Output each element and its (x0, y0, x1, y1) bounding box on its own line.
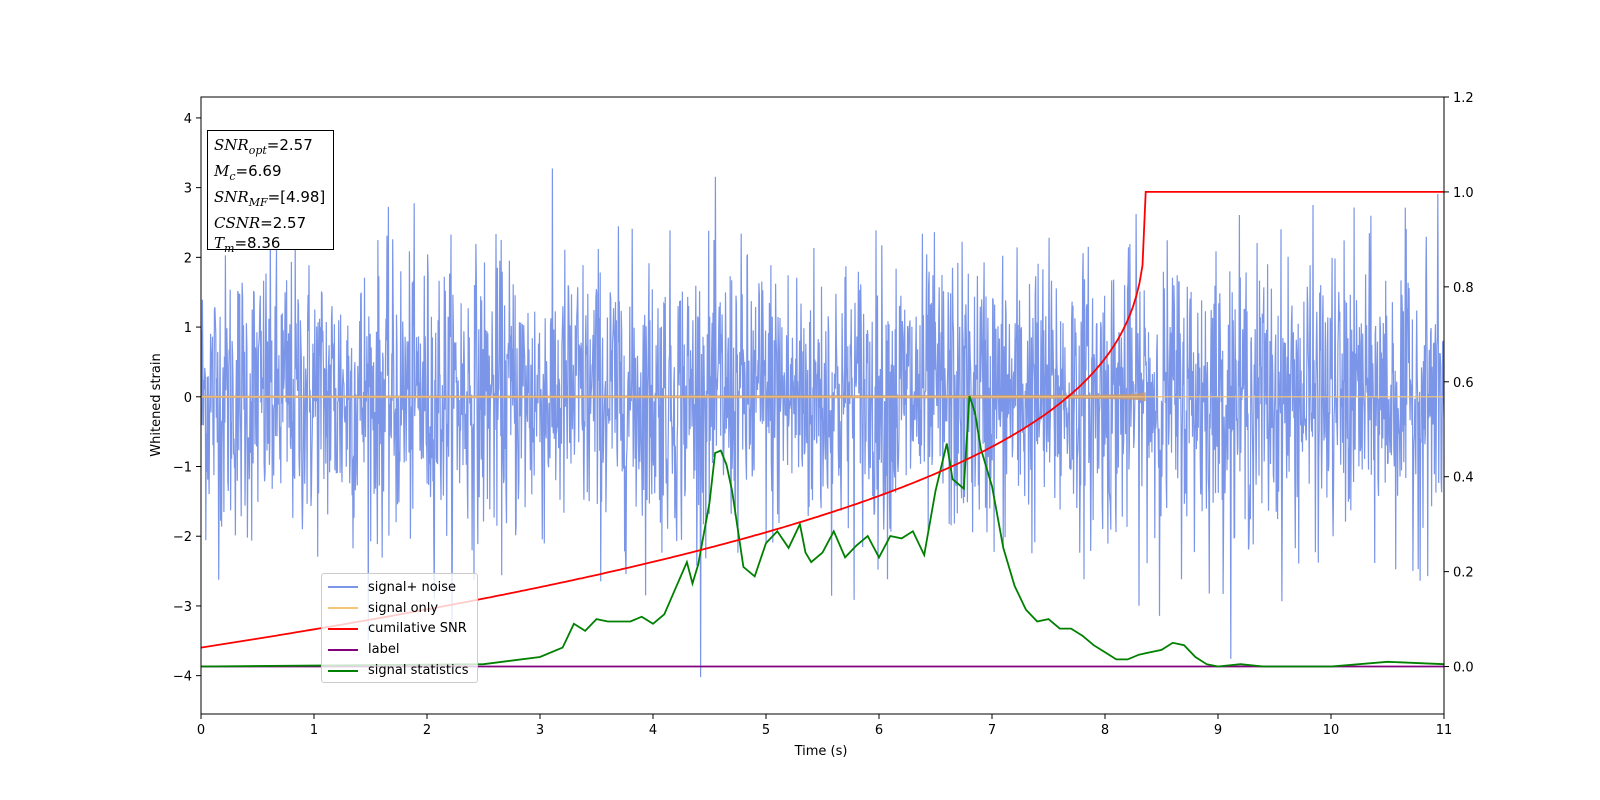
mc-subscript: c (229, 170, 236, 183)
series-signal-statistics (201, 395, 1444, 668)
y-left-tick-label: 1 (184, 321, 192, 336)
x-tick-label: 5 (762, 723, 770, 738)
csnr-symbol: CSNR (214, 214, 261, 232)
legend-label: signal only (368, 600, 439, 616)
y-right-tick-label: 0.0 (1453, 661, 1474, 676)
plot-frame (200, 96, 1445, 715)
y-right-tick-label: 0.2 (1453, 566, 1474, 581)
tm-symbol: T (214, 234, 225, 252)
snr-mf-subscript: MF (248, 196, 268, 209)
legend-swatch (328, 669, 358, 672)
x-tick-label: 11 (1436, 723, 1453, 738)
x-tick-label: 3 (536, 723, 544, 738)
y-left-tick-label: 3 (184, 182, 192, 197)
y-right-tick-label: 0.4 (1453, 471, 1474, 486)
snr-opt-symbol: SNR (214, 136, 249, 154)
y-left-tick-label: 0 (184, 391, 192, 406)
legend-swatch (328, 586, 358, 589)
y-left-tick-label: −4 (173, 670, 192, 685)
x-tick-label: 7 (988, 723, 996, 738)
legend-item-cumulative-snr: cumilative SNR (328, 619, 471, 640)
y-left-tick-label: −1 (173, 461, 192, 476)
legend-swatch (328, 648, 358, 651)
x-tick-label: 6 (875, 723, 883, 738)
y-right-tick-label: 1.0 (1453, 186, 1474, 201)
snr-mf-row: SNRMF=[4.98] (214, 187, 327, 213)
x-tick-label: 4 (649, 723, 657, 738)
legend-label: signal+ noise (368, 579, 457, 595)
y-right-tick-label: 0.8 (1453, 281, 1474, 296)
legend-item-label: label (328, 639, 471, 660)
x-tick-label: 8 (1101, 723, 1109, 738)
mc-symbol: M (214, 162, 230, 180)
tm-subscript: m (224, 242, 235, 255)
snr-mf-symbol: SNR (214, 188, 249, 206)
y-right-tick-label: 0.6 (1453, 376, 1474, 391)
legend-label: cumilative SNR (368, 621, 467, 637)
legend-item-signal-statistics: signal statistics (328, 660, 471, 681)
mc-value: =6.69 (235, 162, 282, 180)
mc-row: Mc=6.69 (214, 161, 327, 187)
x-axis-label: Time (s) (794, 744, 848, 759)
legend-item-signal-noise: signal+ noise (328, 577, 471, 598)
tm-value: =8.36 (234, 234, 281, 252)
csnr-row: CSNR=2.57 (214, 213, 327, 233)
snr-opt-subscript: opt (248, 144, 267, 157)
y-axis-label: Whitened strain (149, 353, 164, 456)
legend-label: label (368, 642, 400, 658)
x-tick-label: 0 (197, 723, 205, 738)
metrics-box: SNRopt=2.57 Mc=6.69 SNRMF=[4.98] CSNR=2.… (207, 130, 334, 255)
snr-opt-value: =2.57 (266, 136, 313, 154)
series-signal-noise (201, 168, 1444, 678)
snr-opt-row: SNRopt=2.57 (214, 135, 327, 161)
legend: signal+ noise signal only cumilative SNR… (321, 573, 478, 683)
x-tick-label: 2 (423, 723, 431, 738)
legend-swatch (328, 607, 358, 610)
x-tick-label: 9 (1214, 723, 1222, 738)
snr-mf-value: =[4.98] (267, 188, 326, 206)
tm-row: Tm=8.36 (214, 233, 327, 259)
csnr-value: =2.57 (260, 214, 307, 232)
legend-item-signal-only: signal only (328, 598, 471, 619)
legend-swatch (328, 627, 358, 630)
x-tick-label: 1 (310, 723, 318, 738)
y-left-tick-label: −2 (173, 530, 192, 545)
y-left-tick-label: 2 (184, 251, 192, 266)
x-tick-label: 10 (1323, 723, 1340, 738)
y-left-tick-label: −3 (173, 600, 192, 615)
y-left-tick-label: 4 (184, 112, 192, 127)
y-right-tick-label: 1.2 (1453, 91, 1474, 106)
legend-label: signal statistics (368, 663, 469, 679)
